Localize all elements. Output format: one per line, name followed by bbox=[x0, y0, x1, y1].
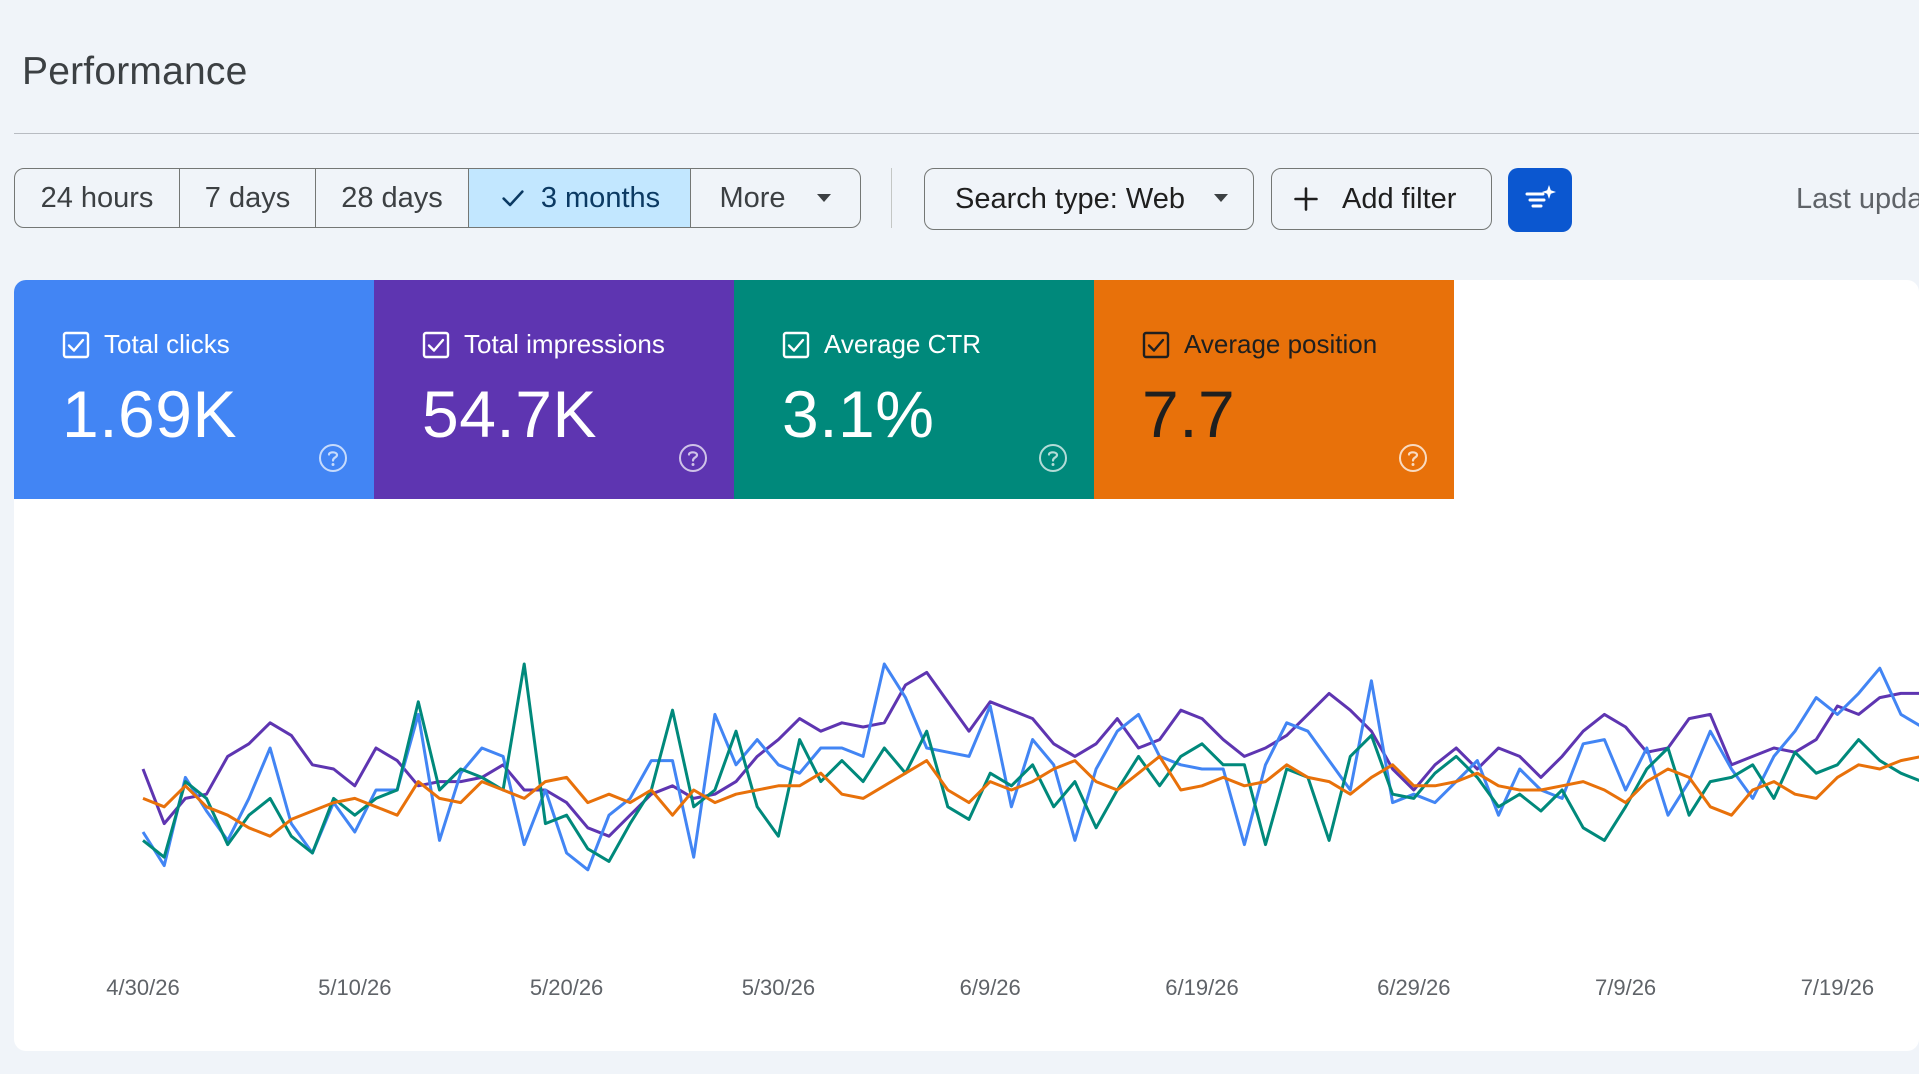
caret-down-icon bbox=[816, 193, 832, 203]
metric-value: 7.7 bbox=[1142, 377, 1236, 451]
series-line-average-ctr bbox=[142, 662, 1919, 863]
ai-filter-button[interactable] bbox=[1508, 168, 1572, 232]
search-type-dropdown[interactable]: Search type: Web bbox=[924, 168, 1254, 230]
x-tick-label: 6/29/26 bbox=[1377, 975, 1450, 1000]
add-filter-button[interactable]: Add filter bbox=[1271, 168, 1492, 230]
range-label: 24 hours bbox=[40, 181, 154, 214]
performance-chart-card: Total clicks 1.69K Total impressions 54.… bbox=[14, 280, 1919, 1051]
metric-label: Average CTR bbox=[824, 329, 982, 359]
checkbox-checked-icon[interactable] bbox=[62, 331, 90, 359]
range-3-months-button[interactable]: 3 months bbox=[469, 169, 691, 227]
metric-header: Total impressions bbox=[422, 329, 665, 360]
checkbox-checked-icon[interactable] bbox=[782, 331, 810, 359]
checkbox-checked-icon[interactable] bbox=[1142, 331, 1170, 359]
filter-sparkle-icon bbox=[1522, 182, 1558, 218]
range-label: 28 days bbox=[341, 181, 443, 214]
help-icon[interactable] bbox=[678, 443, 708, 473]
series-line-total-clicks bbox=[141, 662, 1919, 872]
metric-label: Total impressions bbox=[464, 329, 665, 359]
x-tick-label: 5/30/26 bbox=[742, 975, 815, 1000]
metric-header: Average CTR bbox=[782, 329, 981, 360]
toolbar-separator bbox=[891, 168, 892, 228]
toolbar: 24 hours 7 days 28 days 3 months More Se… bbox=[0, 168, 1919, 232]
metric-value: 54.7K bbox=[422, 377, 597, 451]
range-label: More bbox=[719, 181, 786, 214]
metric-label: Total clicks bbox=[104, 329, 230, 359]
checkbox-checked-icon[interactable] bbox=[422, 331, 450, 359]
metric-value: 3.1% bbox=[782, 377, 935, 451]
series-line-total-impressions bbox=[141, 670, 1919, 838]
x-tick-label: 7/9/26 bbox=[1595, 975, 1656, 1000]
metric-value: 1.69K bbox=[62, 377, 237, 451]
caret-down-icon bbox=[1213, 193, 1229, 203]
range-label: 7 days bbox=[204, 181, 291, 214]
check-icon bbox=[499, 184, 527, 212]
title-divider bbox=[14, 133, 1919, 134]
metric-card-average-ctr[interactable]: Average CTR 3.1% bbox=[734, 280, 1094, 499]
help-icon[interactable] bbox=[318, 443, 348, 473]
last-updated-text: Last upda bbox=[1796, 183, 1919, 215]
x-tick-label: 4/30/26 bbox=[106, 975, 179, 1000]
metric-card-total-clicks[interactable]: Total clicks 1.69K bbox=[14, 280, 374, 499]
series-line-average-position bbox=[142, 754, 1919, 838]
performance-line-chart: 4/30/26 5/10/26 5/20/26 5/30/26 6/9/26 6/19/2… bbox=[106, 662, 1919, 1000]
metric-label: Average position bbox=[1184, 329, 1378, 359]
metric-header: Average position bbox=[1142, 329, 1377, 360]
search-type-label: Search type: Web bbox=[955, 182, 1185, 215]
range-label: 3 months bbox=[540, 181, 661, 214]
plus-icon bbox=[1292, 185, 1320, 213]
help-icon[interactable] bbox=[1038, 443, 1068, 473]
range-7-days-button[interactable]: 7 days bbox=[180, 169, 316, 227]
x-tick-label: 5/20/26 bbox=[530, 975, 603, 1000]
range-more-dropdown[interactable]: More bbox=[691, 169, 860, 227]
add-filter-label: Add filter bbox=[1342, 182, 1457, 215]
metric-card-total-impressions[interactable]: Total impressions 54.7K bbox=[374, 280, 734, 499]
x-tick-label: 6/9/26 bbox=[960, 975, 1021, 1000]
metric-header: Total clicks bbox=[62, 329, 230, 360]
help-icon[interactable] bbox=[1398, 443, 1428, 473]
date-range-group: 24 hours 7 days 28 days 3 months More bbox=[14, 168, 861, 228]
page-title: Performance bbox=[22, 50, 248, 93]
x-tick-label: 6/19/26 bbox=[1165, 975, 1238, 1000]
x-tick-label: 7/19/26 bbox=[1801, 975, 1874, 1000]
metric-card-average-position[interactable]: Average position 7.7 bbox=[1094, 280, 1454, 499]
range-24-hours-button[interactable]: 24 hours bbox=[15, 169, 180, 227]
range-28-days-button[interactable]: 28 days bbox=[316, 169, 469, 227]
x-tick-label: 5/10/26 bbox=[318, 975, 391, 1000]
